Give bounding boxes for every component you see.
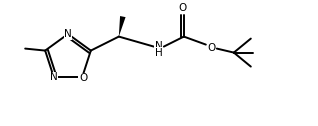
Text: N: N — [155, 41, 163, 51]
Text: O: O — [208, 43, 216, 53]
Text: O: O — [178, 3, 186, 13]
Polygon shape — [119, 16, 126, 37]
Text: N: N — [50, 72, 58, 82]
Text: N: N — [64, 29, 72, 39]
Text: O: O — [79, 73, 87, 83]
Text: H: H — [155, 48, 163, 58]
